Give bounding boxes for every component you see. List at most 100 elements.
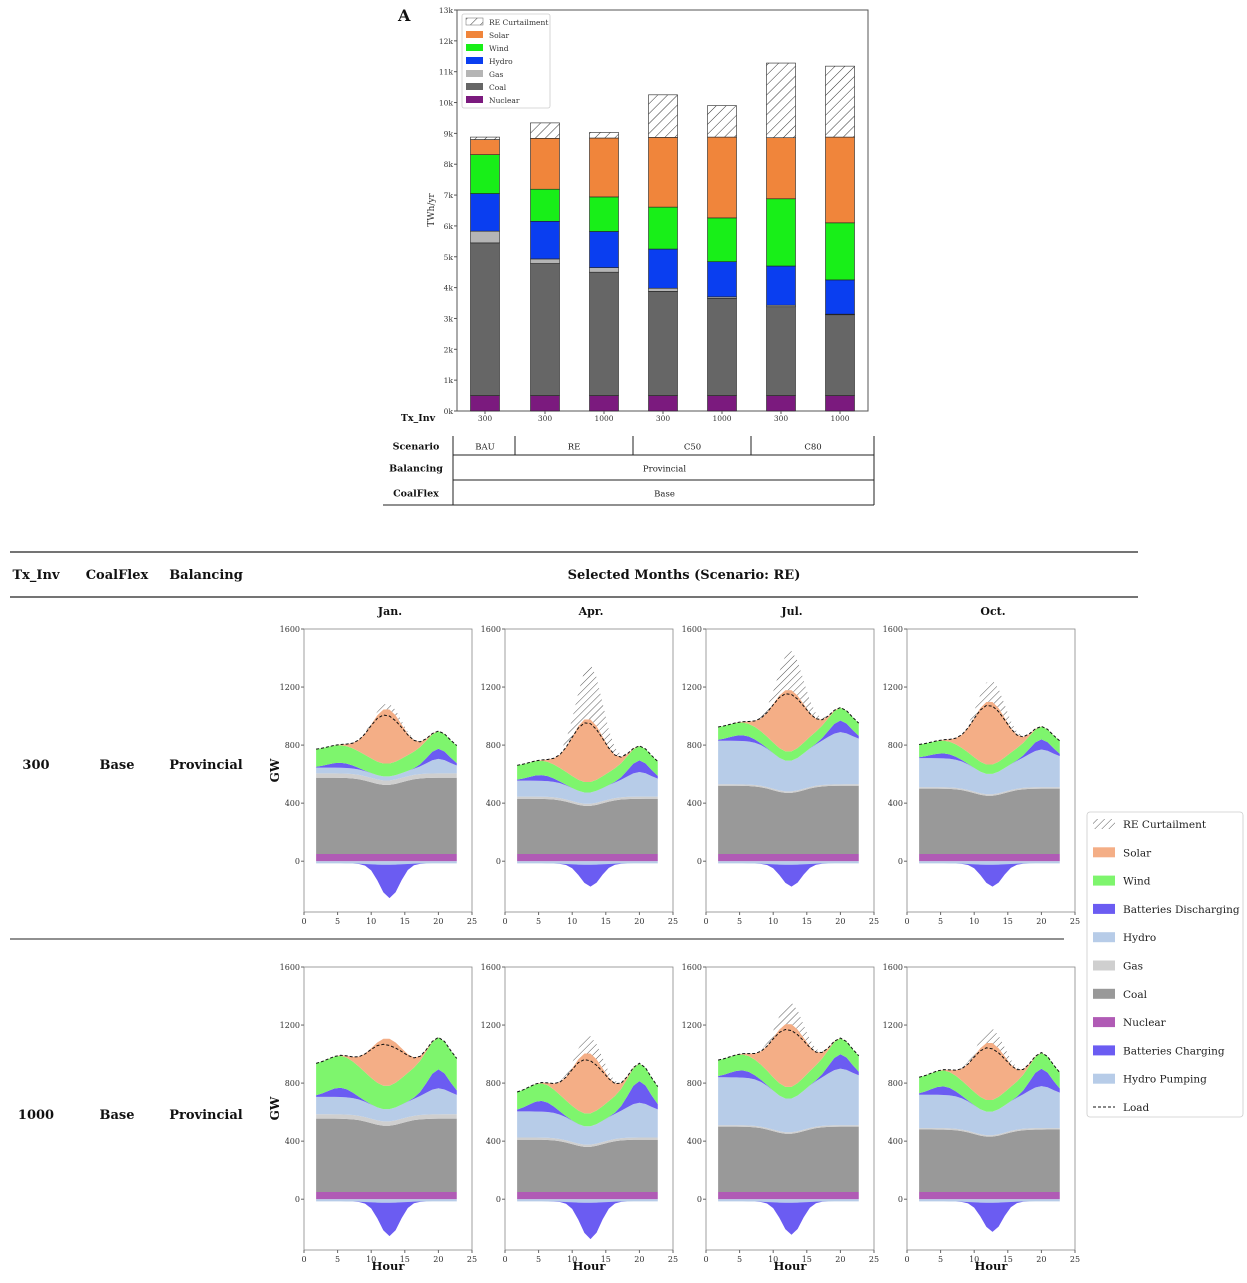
area-gas [316,1114,457,1126]
area-bd [718,1054,859,1099]
area-bc [517,863,658,887]
y-tick-label: 1600 [481,963,501,972]
area-hydro [919,749,1060,795]
area-wind [718,707,859,761]
y-tick-label: 0 [295,1195,300,1204]
area-solar [517,719,658,782]
table-row-label: CoalFlex [393,489,439,500]
row-tx-inv: 300 [22,758,49,773]
month-title: Oct. [980,605,1005,618]
bar-re-curtailment [648,94,678,138]
x-tick-label: 15 [802,917,812,926]
y-tick-label: 1200 [883,1021,903,1030]
panel-oct-1000: 0 400 800 1200 1600 0 5 10 15 20 25 Hour [883,963,1080,1273]
x-tick-label: 1000 [830,414,849,423]
area-coal [316,1118,457,1192]
x-tick-label: 25 [1070,1255,1080,1264]
x-tick-label: 5 [536,917,541,926]
bar-solar [648,137,678,208]
y-tick-label: 0k [444,407,454,416]
area-hydro [718,1068,859,1133]
y-tick-label: 1200 [883,683,903,692]
area-bc [316,1201,457,1237]
y-tick-label: 12k [439,37,454,46]
y-tick-label: 1600 [280,963,300,972]
area-wind [316,731,457,777]
legend-label: Hydro [1123,932,1156,944]
x-axis-label: Hour [975,1259,1009,1273]
area-coal [517,798,658,854]
area-hp [718,1199,859,1203]
legend-label: Solar [1123,847,1152,859]
legend-swatch [466,70,483,77]
y-tick-label: 1200 [280,683,300,692]
x-axis-label: Hour [573,1259,607,1273]
bar-wind [766,198,796,267]
y-tick-label: 11k [439,68,454,77]
bar-coal [648,291,678,396]
y-tick-label: 0 [697,857,702,866]
legend-frame [461,13,551,109]
area-hp [517,861,658,865]
legend-label: RE Curtailment [1123,819,1207,831]
y-tick-label: 1600 [481,625,501,634]
load-line [919,704,1061,746]
area-hydro [517,771,658,804]
legend: RE Curtailment Solar Wind Hydro Gas Coal Nucle… [461,13,551,109]
x-tick-label: 0 [904,917,909,926]
x-tick-label: 20 [835,1255,845,1264]
legend-label: Solar [489,31,510,40]
bar-re-curtailment [470,136,500,140]
area-gas [517,796,658,806]
legend-swatch [466,96,483,103]
row-tx-inv: 1000 [18,1108,54,1123]
legend-label: RE Curtailment [489,18,548,27]
bar-re-curtailment [530,122,560,139]
area-curt [517,664,658,766]
y-tick-label: 4k [444,284,454,293]
legend-swatch [466,83,483,90]
bar-coal [470,242,500,396]
area-curt [718,650,859,727]
area-bc [919,1201,1060,1232]
bar-coal [707,298,737,396]
bar-hydro [589,231,619,268]
bar-coal [825,314,855,396]
legend-swatch [466,31,483,38]
bar-solar [825,136,855,224]
y-tick-label: 1600 [682,625,702,634]
area-hp [919,1199,1060,1203]
x-tick-label: 5 [335,1255,340,1264]
y-tick-label: 13k [439,6,454,15]
legend-label: Wind [1123,876,1151,888]
x-tick-label: 0 [502,917,507,926]
column-header: CoalFlex [86,568,149,583]
y-axis-label: GW [268,758,282,782]
legend-swatch [1093,1017,1115,1028]
y-tick-label: 3k [444,314,454,323]
y-tick-label: 8k [444,160,454,169]
x-tick-label: 15 [1003,917,1013,926]
table-cell: C50 [684,443,701,453]
y-tick-label: 0 [697,1195,702,1204]
load-line [316,714,458,750]
area-curt [919,680,1060,745]
panel-jan-1000: 0 400 800 1200 1600 0 5 10 15 20 25 GW Hour [268,963,477,1273]
bar-re-curtailment [766,62,796,139]
x-tick-label: 10 [768,917,778,926]
area-solar [316,709,457,764]
area-nuclear [919,853,1060,862]
x-tick-label: 20 [433,917,443,926]
stacked-bar-chart: 0k 1k 2k 3k 4k 5k 6k 7k 8k 9k 10k 11k 12k 13k TWh/yr 30… [383,6,875,506]
x-tick-label: 5 [737,1255,742,1264]
scenario-table: Scenario BAU RE C50 C80 Balancing Provincial Co… [383,436,875,506]
area-gas [718,1125,859,1134]
area-curt [517,1036,658,1093]
area-bd [718,720,859,761]
y-tick-label: 400 [285,799,300,808]
area-hydro [919,1086,1060,1136]
bar-hydro [766,265,796,306]
y-tick-label: 1k [444,376,454,385]
x-tick-label: 10 [366,917,376,926]
y-tick-label: 800 [687,1079,702,1088]
